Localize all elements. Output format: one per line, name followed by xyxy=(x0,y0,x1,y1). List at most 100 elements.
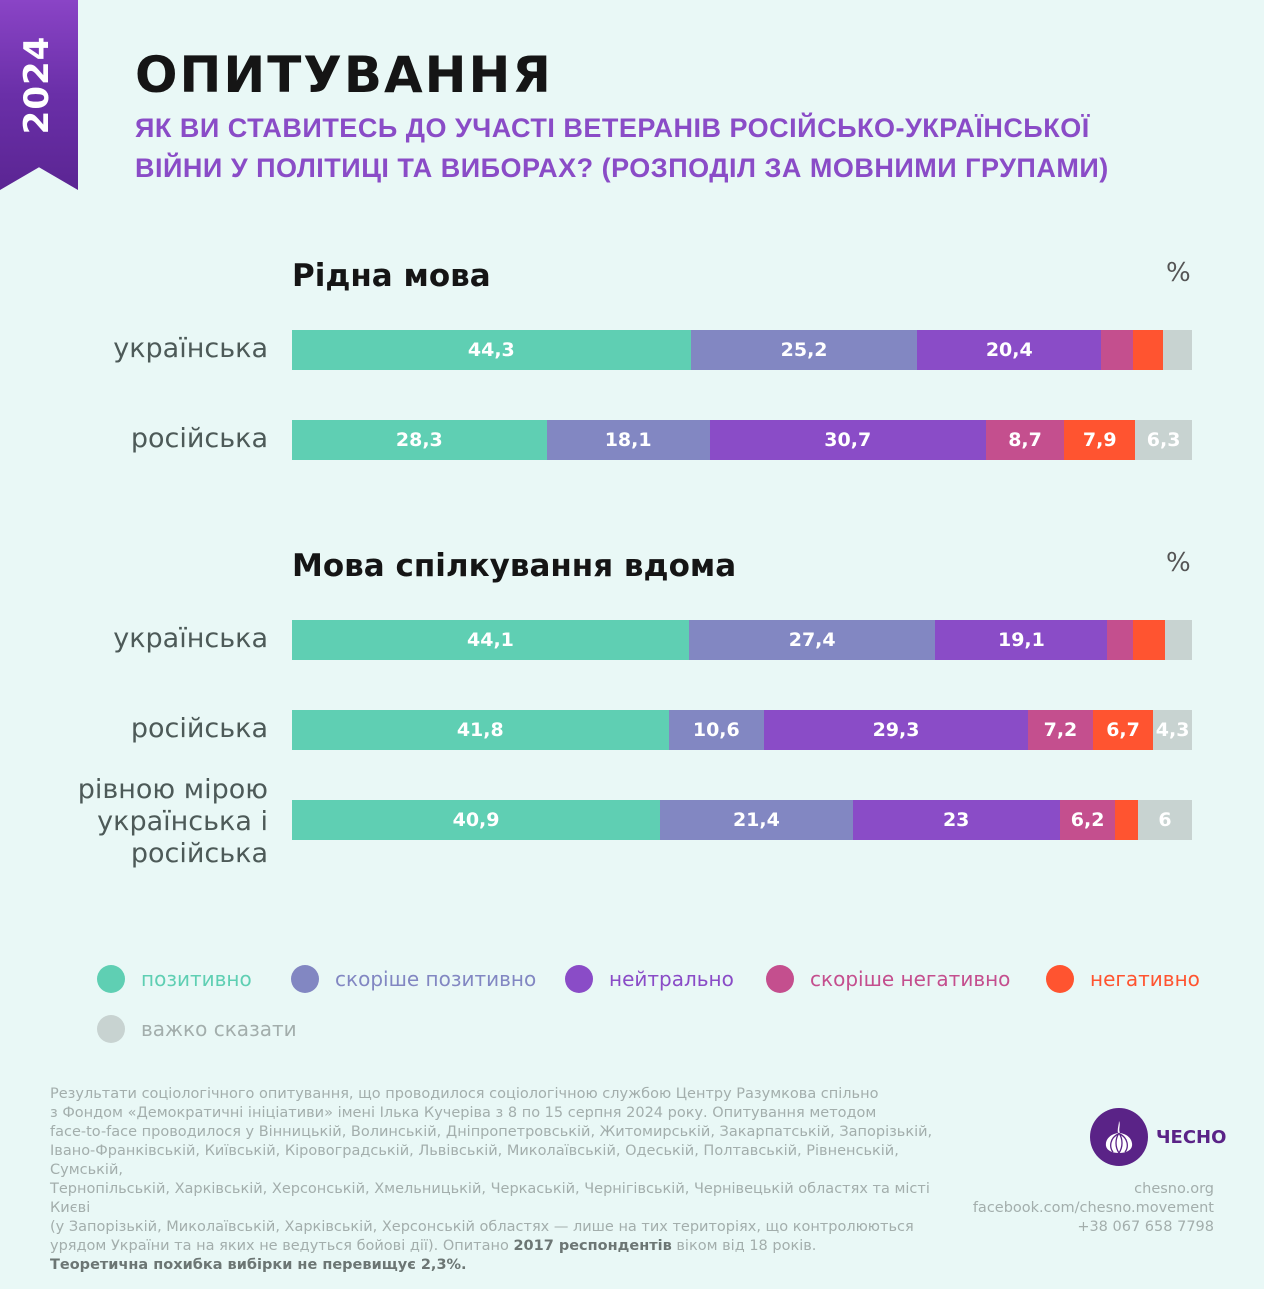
facebook-link[interactable]: facebook.com/chesno.movement xyxy=(972,1200,1214,1216)
bar-segment-neutral: 20,4 xyxy=(917,330,1102,370)
bar-segment-positive: 40,9 xyxy=(292,800,661,840)
margin-of-error: Теоретична похибка вибірки не перевищує … xyxy=(50,1257,467,1273)
legend-item-rather-positive: скоріше позитивно xyxy=(291,965,536,993)
legend-dot-icon xyxy=(1046,965,1074,993)
brand-name: ЧЕСНО xyxy=(1156,1126,1227,1148)
legend-item-hard-to-say: важко сказати xyxy=(97,1015,297,1043)
chart-1-bar-1: 28,3 18,1 30,7 8,7 7,9 6,3 xyxy=(292,420,1192,460)
data-label: 44,1 xyxy=(467,629,514,651)
bar-segment-hard-to-say xyxy=(1163,330,1192,370)
bar-segment-rather-negative xyxy=(1107,620,1133,660)
footnote-line: Івано-Франківській, Київській, Кіровогра… xyxy=(50,1143,899,1178)
chart-2-bar-1: 41,8 10,6 29,3 7,2 6,7 4,3 xyxy=(292,710,1192,750)
chesno-logo[interactable]: ЧЕСНО xyxy=(1090,1108,1226,1166)
bar-segment-rather-negative: 7,2 xyxy=(1028,710,1093,750)
data-label: 8,7 xyxy=(1008,429,1042,451)
chart-2-row-label-0: українська xyxy=(113,623,268,654)
data-label: 19,1 xyxy=(997,629,1045,651)
legend-dot-icon xyxy=(97,965,125,993)
bar-segment-neutral: 23 xyxy=(852,800,1060,840)
bar-segment-positive: 44,3 xyxy=(292,330,691,370)
bar-segment-rather-positive: 25,2 xyxy=(690,330,918,370)
bar-segment-rather-positive: 18,1 xyxy=(546,420,710,460)
bar-segment-rather-positive: 21,4 xyxy=(660,800,853,840)
footnote-line: з Фондом «Демократичні ініціативи» імені… xyxy=(50,1105,877,1121)
data-label: 44,3 xyxy=(467,339,515,361)
footnote-text: урядом України та на яких не ведуться бо… xyxy=(50,1238,514,1254)
data-label: 7,9 xyxy=(1082,429,1117,451)
bar-segment-hard-to-say: 6,3 xyxy=(1135,420,1192,460)
respondent-count: 2017 респондентів xyxy=(513,1238,672,1254)
bar-segment-negative: 6,7 xyxy=(1092,710,1154,750)
data-label: 4,3 xyxy=(1155,719,1190,741)
data-label: 25,2 xyxy=(780,339,828,361)
data-label: 18,1 xyxy=(604,429,652,451)
footnote-line: (у Запорізькій, Миколаївській, Харківськ… xyxy=(50,1219,914,1235)
legend-dot-icon xyxy=(97,1015,125,1043)
legend-label: позитивно xyxy=(141,967,252,991)
footnote-line: Тернопільській, Харківській, Херсонській… xyxy=(50,1181,930,1216)
legend-label: скоріше позитивно xyxy=(335,967,537,991)
bar-segment-positive: 41,8 xyxy=(292,710,669,750)
footnote-line: Результати соціологічного опитування, що… xyxy=(50,1086,879,1102)
legend-dot-icon xyxy=(565,965,593,993)
bar-segment-rather-negative: 8,7 xyxy=(985,420,1065,460)
bar-segment-negative xyxy=(1133,330,1164,370)
year-label: 2024 xyxy=(17,35,57,135)
bar-segment-neutral: 19,1 xyxy=(935,620,1108,660)
footnote-line: face-to-face проводилося у Вінницькій, В… xyxy=(50,1124,933,1140)
bar-segment-neutral: 29,3 xyxy=(764,710,1028,750)
legend-label: негативно xyxy=(1090,967,1200,991)
bar-segment-hard-to-say: 6 xyxy=(1137,800,1192,840)
chart-1-row-label-0: українська xyxy=(113,333,268,364)
chart-1-unit: % xyxy=(1166,258,1191,288)
bar-segment-positive: 44,1 xyxy=(292,620,689,660)
subtitle-line-1: ЯК ВИ СТАВИТЕСЬ ДО УЧАСТІ ВЕТЕРАНІВ РОСІ… xyxy=(135,113,1090,143)
legend-label: нейтрально xyxy=(609,967,734,991)
chart-2-unit: % xyxy=(1166,548,1191,578)
bar-segment-negative: 7,9 xyxy=(1064,420,1136,460)
data-label: 20,4 xyxy=(985,339,1033,361)
data-label: 29,3 xyxy=(872,719,920,741)
bar-segment-hard-to-say: 4,3 xyxy=(1153,710,1192,750)
chart-2-title: Мова спілкування вдома xyxy=(292,548,737,584)
data-label: 30,7 xyxy=(824,429,872,451)
data-label: 6,7 xyxy=(1106,719,1140,741)
bar-segment-neutral: 30,7 xyxy=(709,420,986,460)
bar-segment-rather-negative: 6,2 xyxy=(1059,800,1116,840)
bar-segment-rather-negative xyxy=(1101,330,1134,370)
legend-label: скоріше негативно xyxy=(810,967,1011,991)
legend-item-negative: негативно xyxy=(1046,965,1200,993)
data-label: 23 xyxy=(942,809,970,831)
legend-item-neutral: нейтрально xyxy=(565,965,734,993)
data-label: 6 xyxy=(1158,809,1172,831)
website-link[interactable]: chesno.org xyxy=(1134,1181,1214,1197)
footnote-margin-of-error: Теоретична похибка вибірки не перевищує … xyxy=(50,1256,970,1275)
contacts: chesno.org facebook.com/chesno.movement … xyxy=(973,1180,1214,1237)
page-subtitle: ЯК ВИ СТАВИТЕСЬ ДО УЧАСТІ ВЕТЕРАНІВ РОСІ… xyxy=(135,108,1235,188)
bar-segment-positive: 28,3 xyxy=(292,420,547,460)
bar-segment-hard-to-say xyxy=(1164,620,1192,660)
chart-2-bar-2: 40,9 21,4 23 6,2 6 xyxy=(292,800,1192,840)
methodology-footnote: Результати соціологічного опитування, що… xyxy=(50,1085,970,1275)
chart-1-title: Рідна мова xyxy=(292,258,491,294)
legend-dot-icon xyxy=(291,965,319,993)
data-label: 21,4 xyxy=(732,809,780,831)
legend-item-rather-negative: скоріше негативно xyxy=(766,965,1010,993)
data-label: 6,3 xyxy=(1146,429,1181,451)
data-label: 40,9 xyxy=(452,809,500,831)
legend-label: важко сказати xyxy=(141,1017,297,1041)
chart-2-row-label-1: російська xyxy=(130,713,268,744)
legend-item-positive: позитивно xyxy=(97,965,252,993)
bar-segment-rather-positive: 10,6 xyxy=(668,710,765,750)
chart-2-row-label-2: рівною мірою українська і російська xyxy=(77,774,268,869)
bar-segment-rather-positive: 27,4 xyxy=(688,620,936,660)
footnote-line: урядом України та на яких не ведуться бо… xyxy=(50,1237,970,1256)
chart-1-bar-0: 44,3 25,2 20,4 xyxy=(292,330,1192,370)
data-label: 27,4 xyxy=(788,629,836,651)
garlic-icon xyxy=(1090,1108,1148,1166)
legend-dot-icon xyxy=(766,965,794,993)
bar-segment-negative xyxy=(1115,800,1138,840)
data-label: 7,2 xyxy=(1043,719,1078,741)
bar-segment-negative xyxy=(1132,620,1165,660)
